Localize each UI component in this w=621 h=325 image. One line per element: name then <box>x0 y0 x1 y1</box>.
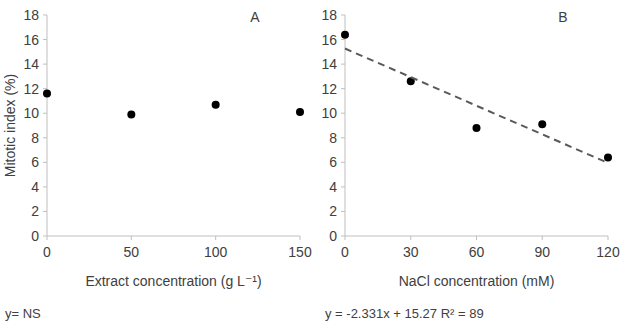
y-tick-label: 0 <box>31 228 39 244</box>
y-tick <box>341 236 345 237</box>
panel: 0 2 4 6 8 10 12 14 16 18 0 50 100 150 Extract concentr… <box>2 7 312 321</box>
y-tick-label: 8 <box>329 130 337 146</box>
panel: 0 2 4 6 8 10 12 14 16 18 0 30 60 90 120 NaCl concentrat… <box>321 7 619 321</box>
point <box>296 108 304 116</box>
plot-area <box>341 31 612 163</box>
x-tick-label: 150 <box>288 244 312 260</box>
y-tick-label: 10 <box>23 105 39 121</box>
point <box>212 101 220 109</box>
point <box>473 124 481 132</box>
y-tick-label: 6 <box>329 154 337 170</box>
y-tick-label: 14 <box>321 56 337 72</box>
equation: y = -2.331x + 15.27 R² = 89 <box>325 306 484 321</box>
y-tick-label: 10 <box>321 105 337 121</box>
y-tick <box>341 15 345 16</box>
y-tick <box>43 186 47 187</box>
x-axis-title: Extract concentration (g L⁻¹) <box>85 273 261 289</box>
y-tick <box>43 137 47 138</box>
point <box>341 31 349 39</box>
y-tick-label: 16 <box>321 32 337 48</box>
x-tick <box>47 236 48 240</box>
y-tick <box>341 113 345 114</box>
y-tick <box>43 211 47 212</box>
y-tick-label: 18 <box>321 7 337 23</box>
x-tick-label: 90 <box>534 244 550 260</box>
y-tick <box>43 236 47 237</box>
x-tick-label: 120 <box>596 244 620 260</box>
x-tick <box>608 236 609 240</box>
y-tick-label: 0 <box>329 228 337 244</box>
point <box>604 153 612 161</box>
y-tick-label: 2 <box>31 203 39 219</box>
point <box>127 110 135 118</box>
y-tick <box>43 88 47 89</box>
trend-line <box>345 49 608 163</box>
y-axis-line <box>47 15 48 236</box>
y-tick <box>341 211 345 212</box>
y-tick-label: 12 <box>321 81 337 97</box>
x-tick-label: 100 <box>204 244 228 260</box>
point <box>538 120 546 128</box>
x-axis-line <box>47 236 300 237</box>
y-tick-label: 6 <box>31 154 39 170</box>
y-tick <box>341 88 345 89</box>
x-tick <box>476 236 477 240</box>
y-tick <box>341 137 345 138</box>
y-tick <box>341 186 345 187</box>
panel-label: B <box>558 9 567 25</box>
chart-svg: 024681012141618050100150Extract concentr… <box>0 0 621 325</box>
plot-area <box>43 90 304 119</box>
x-axis-title: NaCl concentration (mM) <box>399 273 555 289</box>
y-tick-label: 4 <box>329 179 337 195</box>
x-tick-label: 0 <box>43 244 51 260</box>
y-tick <box>341 39 345 40</box>
y-tick-label: 18 <box>23 7 39 23</box>
y-tick-label: 16 <box>23 32 39 48</box>
x-tick <box>542 236 543 240</box>
x-tick-label: 0 <box>341 244 349 260</box>
x-tick <box>300 236 301 240</box>
y-tick-label: 8 <box>31 130 39 146</box>
figure: 024681012141618050100150Extract concentr… <box>0 0 621 325</box>
y-tick <box>341 162 345 163</box>
y-tick-label: 2 <box>329 203 337 219</box>
point <box>43 90 51 98</box>
y-tick <box>43 113 47 114</box>
y-tick <box>43 39 47 40</box>
x-tick <box>345 236 346 240</box>
y-tick-label: 12 <box>23 81 39 97</box>
y-tick <box>43 15 47 16</box>
x-tick <box>215 236 216 240</box>
x-tick <box>131 236 132 240</box>
y-tick-label: 4 <box>31 179 39 195</box>
x-tick <box>410 236 411 240</box>
y-tick-label: 14 <box>23 56 39 72</box>
x-tick-label: 50 <box>124 244 140 260</box>
y-tick <box>341 64 345 65</box>
x-tick-label: 30 <box>403 244 419 260</box>
y-axis-title: Mitotic index (%) <box>2 74 18 177</box>
panel-label: A <box>250 9 260 25</box>
y-tick <box>43 162 47 163</box>
equation: y= NS <box>5 306 41 321</box>
x-tick-label: 60 <box>469 244 485 260</box>
y-tick <box>43 64 47 65</box>
